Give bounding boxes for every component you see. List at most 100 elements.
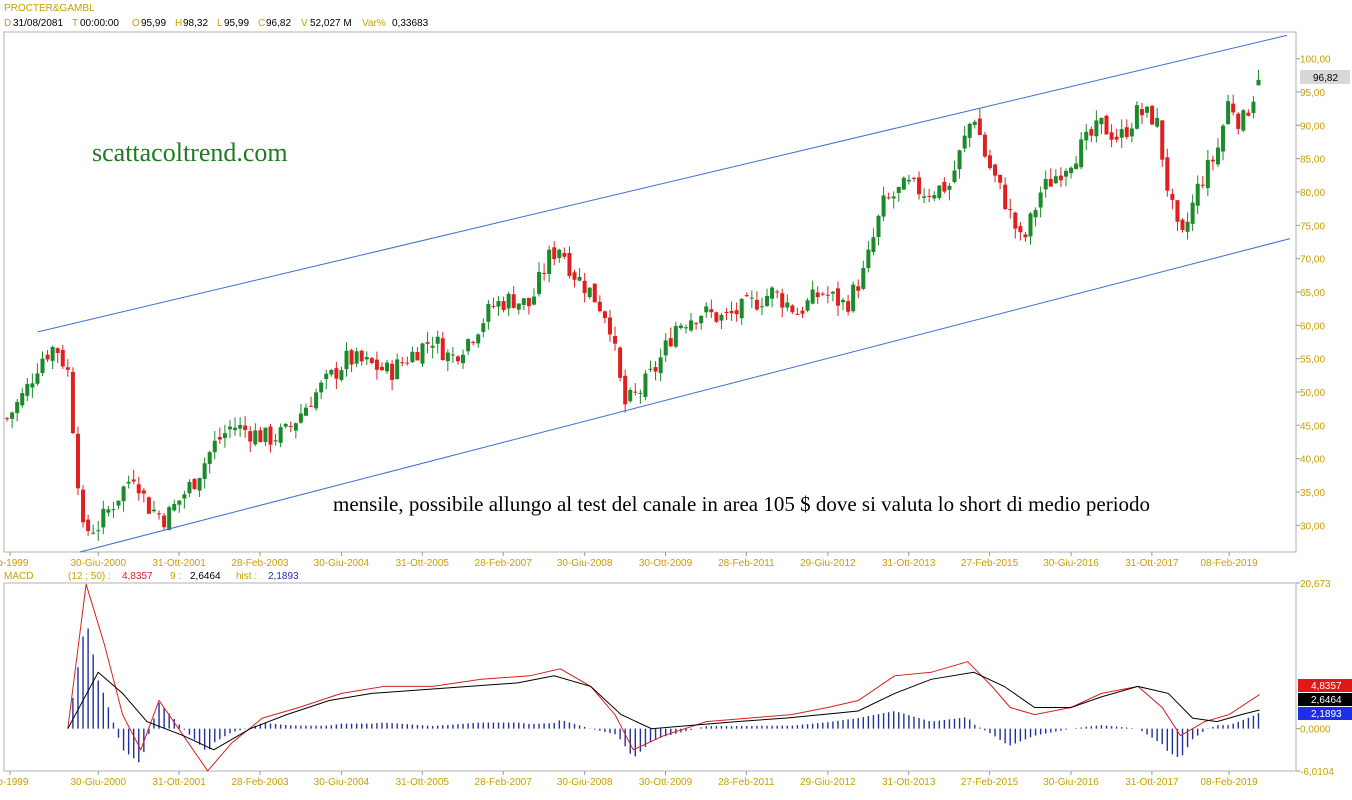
candle-body — [967, 123, 972, 138]
candle-body — [344, 350, 349, 370]
candle-body — [835, 288, 840, 306]
candle-body — [293, 423, 298, 431]
candle-body — [146, 497, 151, 514]
candle-body — [1094, 120, 1099, 137]
candle-body — [638, 392, 643, 394]
candle-body — [775, 291, 780, 293]
candle-body — [810, 289, 815, 304]
candle-body — [1170, 193, 1175, 200]
price-tick-label: 100,00 — [1300, 55, 1331, 66]
symbol-title: PROCTER&GAMBL — [4, 3, 95, 14]
open-key: O — [132, 18, 140, 29]
candle-body — [10, 412, 15, 419]
candle-body — [369, 357, 374, 363]
candle-body — [927, 195, 932, 197]
candle-body — [1251, 101, 1256, 113]
candle-body — [212, 440, 217, 453]
candle-body — [805, 300, 810, 311]
signal-badge — [1298, 693, 1352, 706]
candle-body — [273, 440, 278, 442]
candle-body — [334, 368, 339, 379]
time-key: T — [72, 18, 78, 29]
candle-body — [314, 392, 319, 409]
candle-body — [450, 354, 455, 356]
candle-body — [430, 345, 435, 348]
macd-name: MACD — [4, 571, 33, 582]
time-tick-label: 27-Feb-2015 — [961, 558, 1019, 569]
candle-body — [724, 311, 729, 314]
candle-body — [45, 354, 50, 360]
candle-body — [1210, 159, 1215, 162]
signal-badge-text: 2,6464 — [1311, 695, 1342, 706]
candle-body — [1165, 157, 1170, 191]
price-tick-label: 70,00 — [1300, 255, 1325, 266]
candle-body — [633, 391, 638, 393]
candle-body — [922, 196, 927, 198]
macd-badge — [1298, 679, 1352, 692]
candle-body — [1114, 136, 1119, 140]
date-value: 31/08/2081 — [13, 18, 63, 29]
candle-body — [111, 509, 116, 511]
high-value: 98,32 — [183, 18, 208, 29]
candle-body — [521, 298, 526, 305]
candle-body — [390, 363, 395, 380]
candle-body — [283, 423, 288, 427]
candle-body — [800, 310, 805, 314]
candle-body — [607, 317, 612, 335]
candle-body — [303, 407, 308, 416]
candle-body — [729, 310, 734, 314]
candle-body — [1119, 129, 1124, 138]
candle-body — [668, 338, 673, 347]
candle-body — [587, 287, 592, 298]
close-key: C — [258, 18, 265, 29]
candle-body — [1109, 132, 1114, 140]
candle-body — [1180, 219, 1185, 230]
candle-body — [379, 366, 384, 371]
candle-body — [866, 249, 871, 269]
candle-body — [162, 515, 167, 528]
macd-tick-label: -6,0104 — [1300, 767, 1334, 778]
candle-body — [582, 280, 587, 294]
time-tick-label: 30-Giu-2008 — [557, 777, 613, 788]
candle-body — [749, 297, 754, 299]
channel-upper-line — [37, 34, 1287, 333]
candle-body — [896, 187, 901, 193]
candle-body — [354, 351, 359, 364]
candle-body — [592, 283, 597, 303]
candle-body — [1058, 175, 1063, 181]
candle-body — [876, 215, 881, 237]
macd-hist-label: hist : — [236, 571, 257, 582]
candle-body — [1079, 139, 1084, 168]
candle-body — [227, 426, 232, 430]
candle-body — [699, 315, 704, 324]
candle-body — [20, 393, 25, 406]
candle-body — [40, 358, 45, 374]
candle-body — [172, 504, 177, 511]
time-tick-label: 28-Feb-2011 — [718, 777, 775, 788]
candle-body — [395, 359, 400, 379]
candle-body — [623, 375, 628, 405]
candle-body — [1236, 113, 1241, 129]
time-tick-label: eb-1999 — [0, 558, 29, 569]
candle-body — [1139, 109, 1144, 116]
candle-body — [846, 301, 851, 312]
candle-body — [491, 305, 496, 307]
hist-badge — [1298, 707, 1352, 720]
time-tick-label: 31-Ott-2017 — [1125, 558, 1179, 569]
candle-body — [597, 301, 602, 312]
candle-body — [947, 185, 952, 190]
candle-body — [1053, 176, 1058, 184]
candle-body — [35, 373, 40, 384]
analysis-note: mensile, possibile allungo al test del c… — [333, 492, 1150, 516]
candle-body — [785, 302, 790, 308]
candle-body — [658, 357, 663, 374]
candle-body — [537, 272, 542, 295]
time-tick-label: 28-Feb-2011 — [718, 558, 775, 569]
candle-body — [673, 325, 678, 347]
candle-body — [820, 293, 825, 295]
macd-line — [67, 584, 1260, 772]
time-tick-label: 28-Feb-2007 — [475, 558, 533, 569]
candle-body — [167, 507, 172, 531]
candle-body — [385, 362, 390, 372]
